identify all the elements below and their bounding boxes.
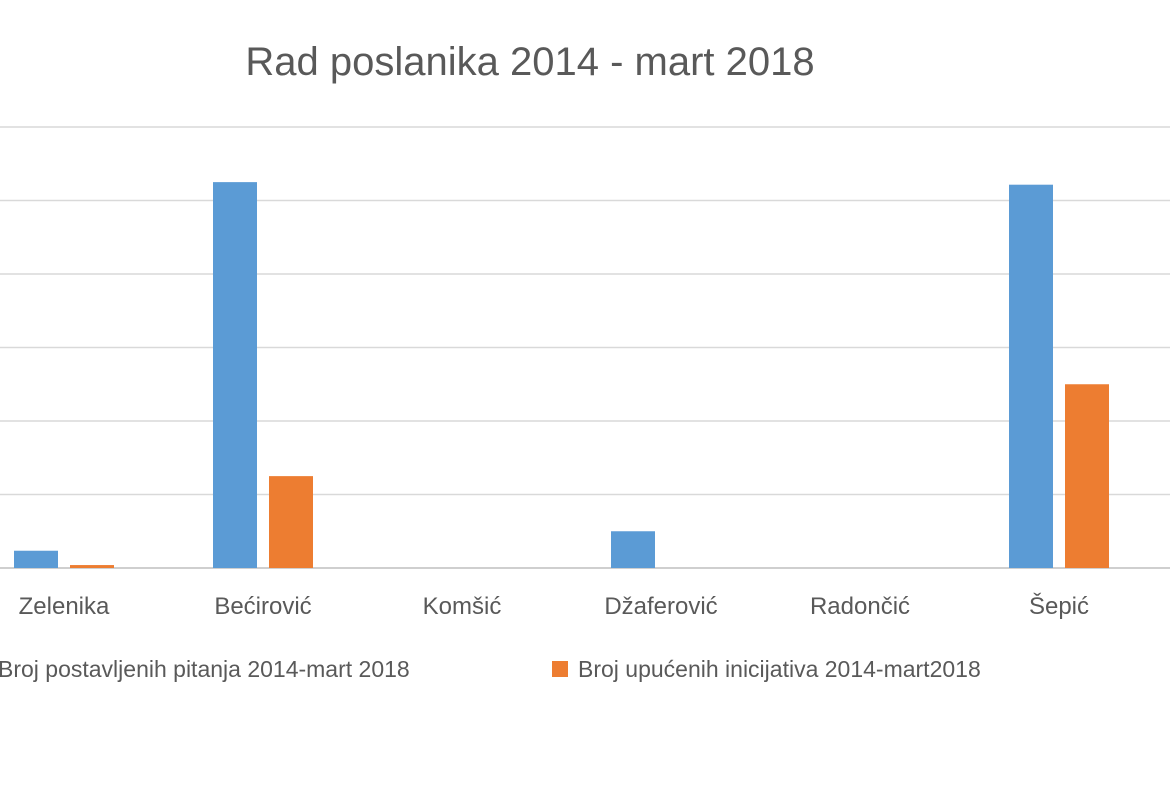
bar-pitanja-0 (14, 550, 58, 568)
x-tick-label: Komšić (423, 593, 502, 620)
bars (14, 182, 1109, 568)
legend-label: Broj postavljenih pitanja 2014-mart 2018 (0, 656, 410, 682)
legend-swatch (552, 661, 568, 677)
chart-title: Rad poslanika 2014 - mart 2018 (245, 40, 814, 84)
x-tick-labels: Zelenika Bećirović Komšić Džaferović Radonči… (19, 592, 1089, 620)
x-tick-label: Radončić (810, 593, 910, 620)
bar-inicijative-0 (70, 565, 114, 568)
bar-pitanja-5 (1009, 184, 1053, 568)
legend-label: Broj upućenih inicijativa 2014-mart2018 (578, 656, 981, 682)
x-tick-label: Džaferović (604, 593, 717, 620)
bar-inicijative-5 (1065, 384, 1109, 568)
bar-pitanja-1 (213, 182, 257, 568)
bar-pitanja-3 (611, 531, 655, 568)
x-tick-label: Šepić (1029, 592, 1089, 620)
bar-inicijative-1 (269, 476, 313, 568)
x-tick-label: Bećirović (214, 593, 311, 620)
legend: Broj postavljenih pitanja 2014-mart 2018… (0, 656, 981, 682)
x-tick-label: Zelenika (19, 593, 110, 620)
gridlines (0, 126, 1170, 569)
